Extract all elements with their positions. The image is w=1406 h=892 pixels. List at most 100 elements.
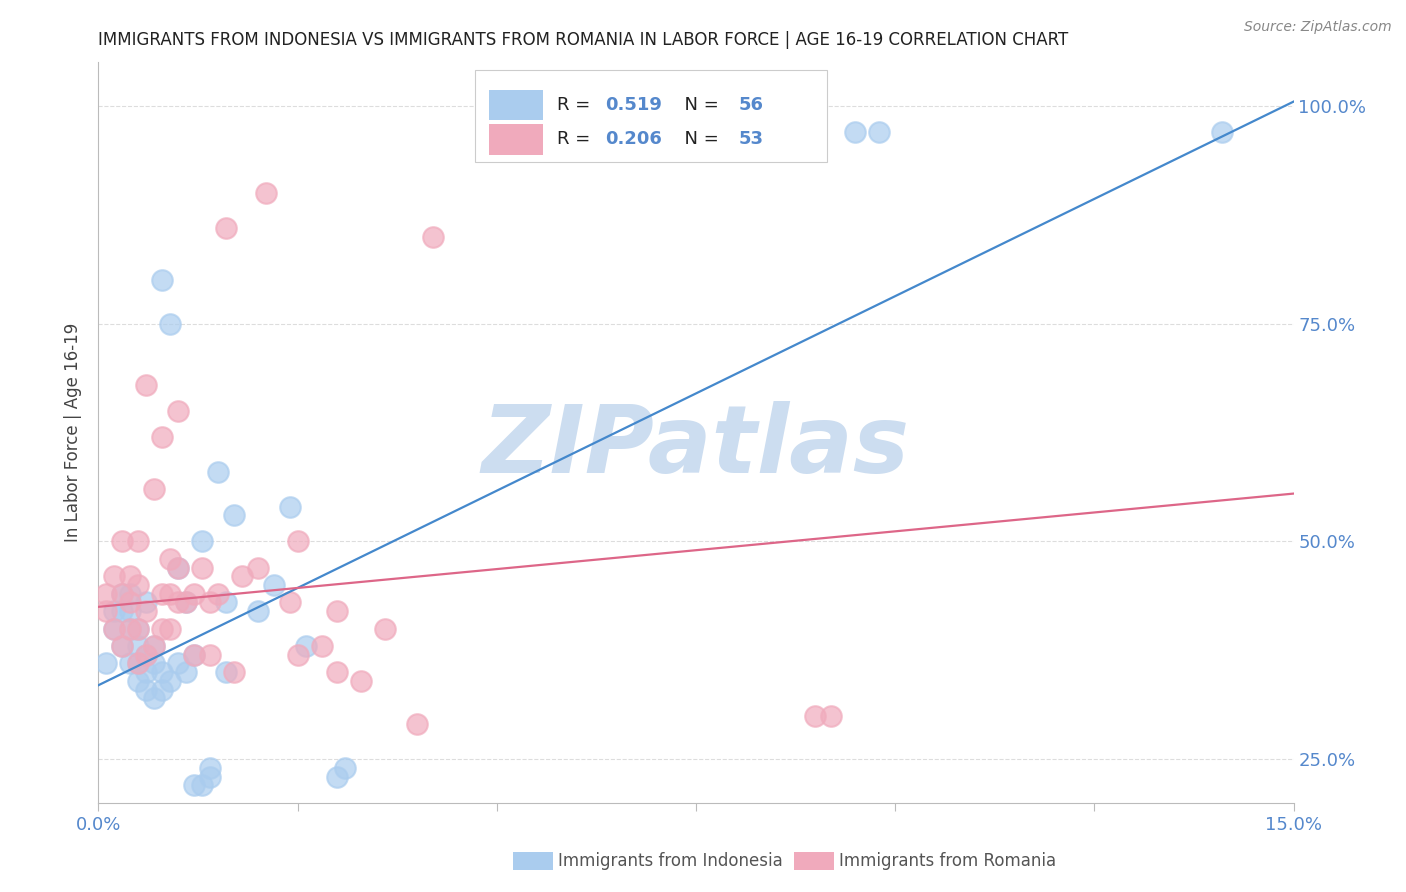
- Point: [231, 569, 253, 583]
- Point: [96, 657, 118, 671]
- Point: [159, 587, 181, 601]
- Point: [335, 761, 357, 775]
- Point: [198, 761, 221, 775]
- Point: [150, 622, 173, 636]
- Point: [96, 587, 118, 601]
- Point: [111, 604, 134, 618]
- Text: 0.519: 0.519: [605, 96, 662, 114]
- Point: [246, 560, 269, 574]
- FancyBboxPatch shape: [489, 90, 543, 120]
- Point: [174, 595, 197, 609]
- Point: [350, 673, 373, 688]
- Point: [159, 317, 181, 331]
- Point: [326, 770, 349, 784]
- Point: [143, 639, 166, 653]
- Point: [135, 595, 157, 609]
- Point: [215, 595, 238, 609]
- Point: [127, 578, 149, 592]
- Point: [167, 657, 190, 671]
- Point: [263, 578, 285, 592]
- Point: [326, 604, 349, 618]
- Point: [183, 778, 205, 792]
- Point: [1028, 830, 1050, 845]
- Point: [143, 482, 166, 496]
- Point: [150, 682, 173, 697]
- Point: [135, 377, 157, 392]
- Point: [135, 604, 157, 618]
- Point: [150, 430, 173, 444]
- Point: [167, 560, 190, 574]
- Point: [120, 657, 142, 671]
- Point: [103, 622, 125, 636]
- Y-axis label: In Labor Force | Age 16-19: In Labor Force | Age 16-19: [65, 323, 83, 542]
- Point: [159, 622, 181, 636]
- Point: [804, 708, 827, 723]
- Point: [550, 839, 572, 854]
- Point: [198, 770, 221, 784]
- Point: [159, 552, 181, 566]
- Point: [207, 465, 229, 479]
- Point: [103, 604, 125, 618]
- Point: [446, 883, 468, 892]
- Point: [103, 622, 125, 636]
- Text: 0.206: 0.206: [605, 130, 662, 148]
- Point: [127, 673, 149, 688]
- Point: [183, 648, 205, 662]
- Point: [868, 125, 890, 139]
- Point: [374, 622, 396, 636]
- Point: [111, 639, 134, 653]
- Point: [422, 229, 444, 244]
- Text: ZIPatlas: ZIPatlas: [482, 401, 910, 493]
- Point: [127, 639, 149, 653]
- Point: [150, 665, 173, 680]
- Text: N =: N =: [673, 130, 724, 148]
- Point: [135, 665, 157, 680]
- Point: [191, 534, 214, 549]
- Point: [311, 639, 333, 653]
- Point: [111, 587, 134, 601]
- Point: [127, 622, 149, 636]
- Point: [167, 404, 190, 418]
- Point: [222, 665, 245, 680]
- Point: [120, 569, 142, 583]
- Point: [103, 569, 125, 583]
- Point: [135, 648, 157, 662]
- Point: [669, 125, 692, 139]
- Point: [135, 648, 157, 662]
- Point: [191, 778, 214, 792]
- Point: [159, 673, 181, 688]
- Point: [198, 595, 221, 609]
- Point: [120, 595, 142, 609]
- Text: Immigrants from Indonesia: Immigrants from Indonesia: [558, 852, 783, 870]
- Point: [485, 839, 508, 854]
- Point: [844, 125, 866, 139]
- Point: [198, 648, 221, 662]
- Point: [254, 186, 277, 200]
- Text: 56: 56: [740, 96, 763, 114]
- Point: [143, 657, 166, 671]
- Point: [389, 883, 412, 892]
- Point: [143, 639, 166, 653]
- Point: [406, 822, 429, 836]
- Text: Immigrants from Romania: Immigrants from Romania: [839, 852, 1056, 870]
- Text: 53: 53: [740, 130, 763, 148]
- Point: [215, 665, 238, 680]
- Point: [294, 639, 316, 653]
- Point: [174, 595, 197, 609]
- Point: [820, 708, 842, 723]
- Text: N =: N =: [673, 96, 724, 114]
- FancyBboxPatch shape: [489, 124, 543, 154]
- Point: [183, 648, 205, 662]
- Point: [167, 560, 190, 574]
- Point: [150, 587, 173, 601]
- FancyBboxPatch shape: [475, 70, 827, 162]
- Point: [254, 830, 277, 845]
- Point: [127, 622, 149, 636]
- Point: [143, 691, 166, 706]
- Text: IMMIGRANTS FROM INDONESIA VS IMMIGRANTS FROM ROMANIA IN LABOR FORCE | AGE 16-19 : IMMIGRANTS FROM INDONESIA VS IMMIGRANTS …: [98, 31, 1069, 49]
- Point: [174, 665, 197, 680]
- Point: [111, 534, 134, 549]
- Point: [127, 657, 149, 671]
- Point: [167, 595, 190, 609]
- Point: [120, 604, 142, 618]
